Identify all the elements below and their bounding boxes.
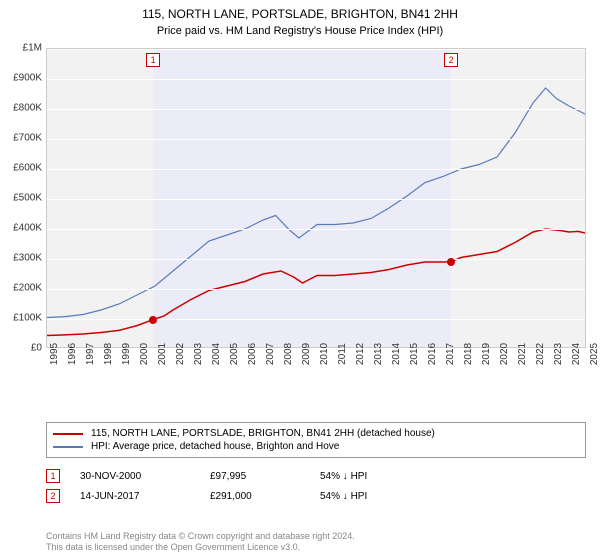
x-axis-label: 2011 — [337, 343, 348, 365]
x-axis-label: 2015 — [409, 343, 420, 365]
sale-hpi-delta: 54% ↓ HPI — [320, 491, 410, 502]
y-axis-label: £100K — [2, 313, 42, 324]
chart-title: 115, NORTH LANE, PORTSLADE, BRIGHTON, BN… — [0, 0, 600, 23]
y-axis-label: £1M — [2, 43, 42, 54]
sale-marker-box: 1 — [146, 53, 160, 67]
gridline — [47, 319, 585, 320]
series-hpi — [47, 88, 586, 318]
footer-line-1: Contains HM Land Registry data © Crown c… — [46, 531, 586, 543]
sale-row: 2 14-JUN-2017 £291,000 54% ↓ HPI — [46, 486, 586, 506]
x-axis-label: 2009 — [301, 343, 312, 365]
footer-attribution: Contains HM Land Registry data © Crown c… — [46, 531, 586, 554]
x-axis-label: 2008 — [283, 343, 294, 365]
legend-label: HPI: Average price, detached house, Brig… — [91, 441, 339, 452]
x-axis-label: 2025 — [589, 343, 600, 365]
sale-date: 30-NOV-2000 — [80, 471, 190, 482]
x-axis-label: 2017 — [445, 343, 456, 365]
chart-subtitle: Price paid vs. HM Land Registry's House … — [0, 23, 600, 37]
x-axis-label: 2001 — [157, 343, 168, 365]
x-axis-label: 2014 — [391, 343, 402, 365]
x-axis-label: 2020 — [499, 343, 510, 365]
y-axis-label: £300K — [2, 253, 42, 264]
y-axis-label: £200K — [2, 283, 42, 294]
gridline — [47, 169, 585, 170]
sale-number-badge: 1 — [46, 469, 60, 483]
x-axis-label: 1997 — [85, 343, 96, 365]
gridline — [47, 229, 585, 230]
x-axis-label: 2024 — [571, 343, 582, 365]
legend-swatch — [53, 433, 83, 435]
gridline — [47, 109, 585, 110]
sale-number-badge: 2 — [46, 489, 60, 503]
x-axis-label: 2023 — [553, 343, 564, 365]
x-axis-label: 2007 — [265, 343, 276, 365]
legend-item: 115, NORTH LANE, PORTSLADE, BRIGHTON, BN… — [53, 427, 579, 440]
x-axis-label: 1995 — [49, 343, 60, 365]
x-axis-label: 1996 — [67, 343, 78, 365]
y-axis-label: £500K — [2, 193, 42, 204]
gridline — [47, 259, 585, 260]
y-axis-label: £0 — [2, 343, 42, 354]
sale-price: £291,000 — [210, 491, 300, 502]
chart-area: 12 £0£100K£200K£300K£400K£500K£600K£700K… — [46, 48, 586, 378]
legend: 115, NORTH LANE, PORTSLADE, BRIGHTON, BN… — [46, 422, 586, 458]
x-axis-label: 2012 — [355, 343, 366, 365]
footer-line-2: This data is licensed under the Open Gov… — [46, 542, 586, 554]
x-axis-label: 2013 — [373, 343, 384, 365]
x-axis-label: 1998 — [103, 343, 114, 365]
gridline — [47, 289, 585, 290]
sale-price: £97,995 — [210, 471, 300, 482]
x-axis-label: 2003 — [193, 343, 204, 365]
gridline — [47, 79, 585, 80]
y-axis-label: £400K — [2, 223, 42, 234]
x-axis-label: 2019 — [481, 343, 492, 365]
legend-label: 115, NORTH LANE, PORTSLADE, BRIGHTON, BN… — [91, 428, 435, 439]
y-axis-label: £800K — [2, 103, 42, 114]
x-axis-label: 2010 — [319, 343, 330, 365]
x-axis-label: 1999 — [121, 343, 132, 365]
y-axis-label: £700K — [2, 133, 42, 144]
x-axis-label: 2006 — [247, 343, 258, 365]
y-axis-label: £900K — [2, 73, 42, 84]
gridline — [47, 49, 585, 50]
legend-item: HPI: Average price, detached house, Brig… — [53, 440, 579, 453]
sales-table: 1 30-NOV-2000 £97,995 54% ↓ HPI 2 14-JUN-2017… — [46, 466, 586, 506]
plot-area: 12 — [46, 48, 586, 348]
gridline — [47, 139, 585, 140]
x-axis-label: 2021 — [517, 343, 528, 365]
sale-marker-box: 2 — [444, 53, 458, 67]
x-axis-label: 2004 — [211, 343, 222, 365]
x-axis-label: 2000 — [139, 343, 150, 365]
chart-container: 115, NORTH LANE, PORTSLADE, BRIGHTON, BN… — [0, 0, 600, 560]
x-axis-label: 2016 — [427, 343, 438, 365]
sale-marker-dot — [447, 258, 455, 266]
x-axis-label: 2022 — [535, 343, 546, 365]
x-axis-label: 2005 — [229, 343, 240, 365]
sale-date: 14-JUN-2017 — [80, 491, 190, 502]
legend-swatch — [53, 446, 83, 448]
gridline — [47, 199, 585, 200]
x-axis-label: 2018 — [463, 343, 474, 365]
x-axis-label: 2002 — [175, 343, 186, 365]
sale-row: 1 30-NOV-2000 £97,995 54% ↓ HPI — [46, 466, 586, 486]
y-axis-label: £600K — [2, 163, 42, 174]
sale-hpi-delta: 54% ↓ HPI — [320, 471, 410, 482]
sale-marker-dot — [149, 316, 157, 324]
